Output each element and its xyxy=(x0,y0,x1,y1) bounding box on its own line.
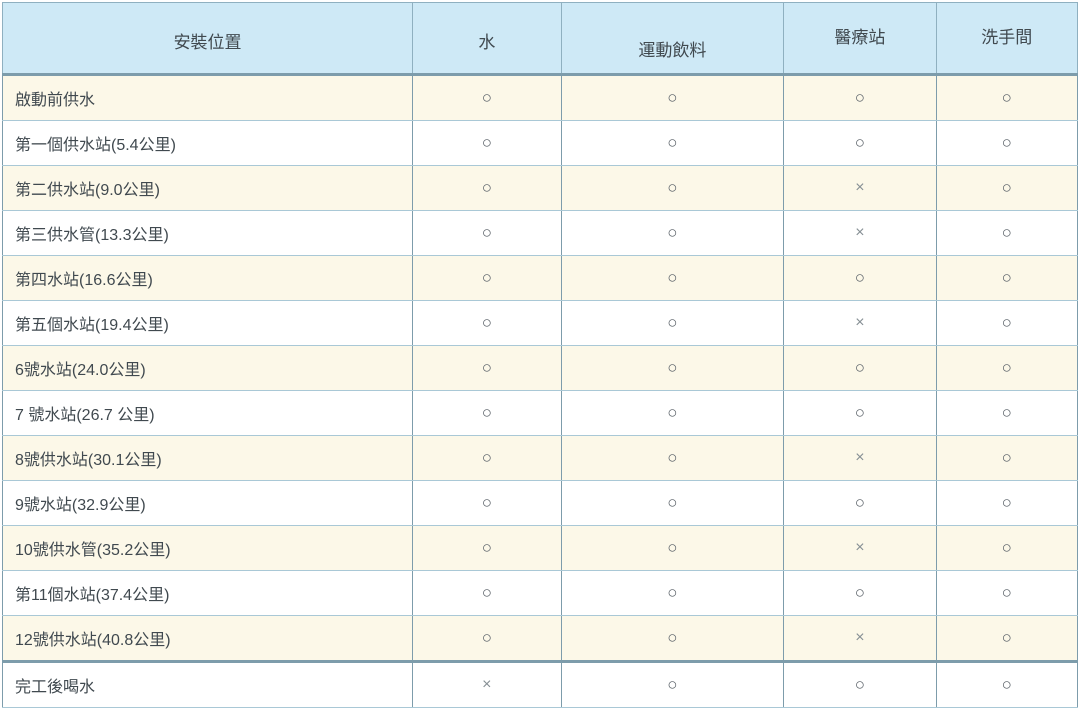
available-mark-restroom: ○ xyxy=(935,120,1079,166)
unavailable-mark-medical-station: × xyxy=(783,615,937,662)
row-location-label: 6號水站(24.0公里) xyxy=(1,345,414,391)
available-mark-restroom: ○ xyxy=(935,210,1079,256)
available-mark-water: ○ xyxy=(412,120,562,166)
column-header-location: 安裝位置 xyxy=(1,2,414,76)
table-row: 6號水站(24.0公里) ○ ○ ○ ○ xyxy=(1,345,1079,391)
table-row: 第二供水站(9.0公里) ○ ○ × ○ xyxy=(1,165,1079,211)
table-row: 第11個水站(37.4公里) ○ ○ ○ ○ xyxy=(1,570,1079,616)
available-mark-water: ○ xyxy=(412,480,562,526)
table-row: 9號水站(32.9公里) ○ ○ ○ ○ xyxy=(1,480,1079,526)
table-body: 啟動前供水 ○ ○ ○ ○ 第一個供水站(5.4公里) ○ ○ ○ ○ 第二供水站(9.0公里) ○ ○… xyxy=(1,74,1079,708)
available-mark-restroom: ○ xyxy=(935,74,1079,121)
unavailable-mark-water: × xyxy=(412,660,562,708)
row-location-label: 第11個水站(37.4公里) xyxy=(1,570,414,616)
table-row: 10號供水管(35.2公里) ○ ○ × ○ xyxy=(1,525,1079,571)
available-mark-sports-drink: ○ xyxy=(560,570,785,616)
table-row: 第三供水管(13.3公里) ○ ○ × ○ xyxy=(1,210,1079,256)
available-mark-water: ○ xyxy=(412,300,562,346)
table-row: 12號供水站(40.8公里) ○ ○ × ○ xyxy=(1,615,1079,662)
available-mark-restroom: ○ xyxy=(935,615,1079,662)
unavailable-mark-medical-station: × xyxy=(783,210,937,256)
column-header-water: 水 xyxy=(412,2,562,76)
column-header-restroom-label: 洗手間 xyxy=(981,27,1033,47)
available-mark-restroom: ○ xyxy=(935,345,1079,391)
table-row: 第五個水站(19.4公里) ○ ○ × ○ xyxy=(1,300,1079,346)
available-mark-sports-drink: ○ xyxy=(560,660,785,708)
available-mark-restroom: ○ xyxy=(935,525,1079,571)
available-mark-sports-drink: ○ xyxy=(560,74,785,121)
available-mark-water: ○ xyxy=(412,210,562,256)
available-mark-water: ○ xyxy=(412,435,562,481)
available-mark-water: ○ xyxy=(412,255,562,301)
row-location-label: 第一個供水站(5.4公里) xyxy=(1,120,414,166)
available-mark-restroom: ○ xyxy=(935,660,1079,708)
available-mark-medical-station: ○ xyxy=(783,660,937,708)
table-row: 第四水站(16.6公里) ○ ○ ○ ○ xyxy=(1,255,1079,301)
available-mark-medical-station: ○ xyxy=(783,345,937,391)
column-header-location-label: 安裝位置 xyxy=(173,32,242,52)
available-mark-sports-drink: ○ xyxy=(560,120,785,166)
row-location-label: 第五個水站(19.4公里) xyxy=(1,300,414,346)
column-header-medical-station-label: 醫療站 xyxy=(834,27,886,47)
available-mark-restroom: ○ xyxy=(935,570,1079,616)
available-mark-water: ○ xyxy=(412,390,562,436)
available-mark-sports-drink: ○ xyxy=(560,435,785,481)
column-header-restroom: 洗手間 xyxy=(935,2,1079,76)
available-mark-sports-drink: ○ xyxy=(560,210,785,256)
available-mark-water: ○ xyxy=(412,345,562,391)
table-row: 第一個供水站(5.4公里) ○ ○ ○ ○ xyxy=(1,120,1079,166)
available-mark-restroom: ○ xyxy=(935,390,1079,436)
available-mark-sports-drink: ○ xyxy=(560,615,785,662)
available-mark-restroom: ○ xyxy=(935,480,1079,526)
row-location-label: 第四水站(16.6公里) xyxy=(1,255,414,301)
available-mark-sports-drink: ○ xyxy=(560,345,785,391)
row-location-label: 8號供水站(30.1公里) xyxy=(1,435,414,481)
available-mark-sports-drink: ○ xyxy=(560,480,785,526)
row-location-label: 第二供水站(9.0公里) xyxy=(1,165,414,211)
available-mark-water: ○ xyxy=(412,615,562,662)
row-location-label: 完工後喝水 xyxy=(1,660,414,708)
available-mark-sports-drink: ○ xyxy=(560,390,785,436)
available-mark-medical-station: ○ xyxy=(783,255,937,301)
column-header-water-label: 水 xyxy=(478,32,496,52)
available-mark-restroom: ○ xyxy=(935,435,1079,481)
table-row: 完工後喝水 × ○ ○ ○ xyxy=(1,660,1079,708)
available-mark-sports-drink: ○ xyxy=(560,300,785,346)
row-location-label: 10號供水管(35.2公里) xyxy=(1,525,414,571)
available-mark-medical-station: ○ xyxy=(783,74,937,121)
column-header-sports-drink: 運動飲料 xyxy=(560,2,785,76)
column-header-sports-drink-label: 運動飲料 xyxy=(638,40,707,60)
unavailable-mark-medical-station: × xyxy=(783,435,937,481)
table-row: 啟動前供水 ○ ○ ○ ○ xyxy=(1,74,1079,121)
row-location-label: 啟動前供水 xyxy=(1,74,414,121)
available-mark-water: ○ xyxy=(412,525,562,571)
row-location-label: 第三供水管(13.3公里) xyxy=(1,210,414,256)
unavailable-mark-medical-station: × xyxy=(783,300,937,346)
available-mark-sports-drink: ○ xyxy=(560,255,785,301)
available-mark-sports-drink: ○ xyxy=(560,525,785,571)
available-mark-water: ○ xyxy=(412,570,562,616)
available-mark-water: ○ xyxy=(412,74,562,121)
row-location-label: 7 號水站(26.7 公里) xyxy=(1,390,414,436)
table-row: 8號供水站(30.1公里) ○ ○ × ○ xyxy=(1,435,1079,481)
available-mark-restroom: ○ xyxy=(935,255,1079,301)
available-mark-medical-station: ○ xyxy=(783,570,937,616)
available-mark-restroom: ○ xyxy=(935,165,1079,211)
available-mark-medical-station: ○ xyxy=(783,480,937,526)
row-location-label: 9號水站(32.9公里) xyxy=(1,480,414,526)
row-location-label: 12號供水站(40.8公里) xyxy=(1,615,414,662)
table-row: 7 號水站(26.7 公里) ○ ○ ○ ○ xyxy=(1,390,1079,436)
header-row: 安裝位置 水 運動飲料 醫療站 洗手間 xyxy=(1,2,1079,76)
available-mark-medical-station: ○ xyxy=(783,120,937,166)
available-mark-sports-drink: ○ xyxy=(560,165,785,211)
unavailable-mark-medical-station: × xyxy=(783,165,937,211)
column-header-medical-station: 醫療站 xyxy=(783,2,937,76)
available-mark-water: ○ xyxy=(412,165,562,211)
available-mark-restroom: ○ xyxy=(935,300,1079,346)
available-mark-medical-station: ○ xyxy=(783,390,937,436)
unavailable-mark-medical-station: × xyxy=(783,525,937,571)
